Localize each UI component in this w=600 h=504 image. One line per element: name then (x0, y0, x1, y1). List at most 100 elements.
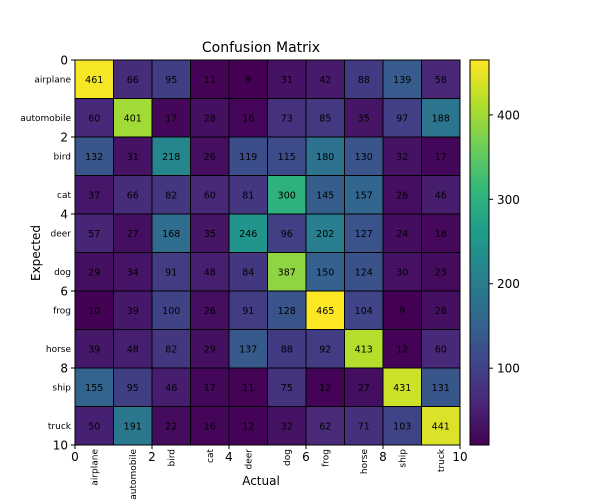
row-category-label: bird (54, 152, 71, 162)
heatmap-cell (74, 252, 114, 292)
colorbar: 100 200 300 400 (469, 59, 520, 446)
heatmap-cell (267, 213, 307, 253)
cell-value-label: 17 (165, 113, 177, 124)
cell-value-label: 30 (396, 267, 408, 278)
cell-value-label: 191 (124, 421, 142, 432)
heatmap-cell (421, 98, 461, 138)
heatmap-cell (190, 367, 230, 407)
cell-value-label: 75 (281, 383, 293, 394)
heatmap-cell (421, 290, 461, 330)
row-category-label: truck (48, 422, 72, 432)
heatmap-cell (228, 329, 268, 369)
heatmap-cell (190, 329, 230, 369)
cell-value-label: 39 (88, 344, 100, 355)
row-category-label: automobile (20, 114, 71, 124)
plot-frame (74, 59, 461, 446)
cell-value-label: 82 (165, 190, 177, 201)
heatmap-cell (382, 213, 422, 253)
column-category-label: automobile (129, 449, 139, 500)
y-axis-label: Expected (29, 225, 43, 281)
cell-value-label: 28 (435, 306, 447, 317)
cell-value-label: 12 (319, 383, 331, 394)
row-category-label: deer (51, 229, 72, 239)
heatmap-cell (113, 98, 153, 138)
cell-value-label: 31 (281, 75, 293, 86)
column-category-label: horse (360, 449, 370, 475)
heatmap-cell (228, 367, 268, 407)
cell-value-label: 168 (162, 229, 180, 240)
heatmap-cell (344, 213, 384, 253)
cell-value-label: 84 (242, 267, 254, 278)
y-tick-label: 4 (60, 208, 68, 222)
column-category-labels: airplane automobile bird cat deer dog frog hors… (90, 448, 447, 500)
cell-value-label: 18 (435, 229, 447, 240)
x-tick-label: 4 (225, 450, 233, 464)
cell-value-label: 26 (396, 190, 408, 201)
cell-value-label: 32 (396, 152, 408, 163)
column-category-label: frog (321, 449, 331, 467)
heatmap-cell (267, 59, 307, 99)
cell-value-label: 91 (165, 267, 177, 278)
x-axis-label: Actual (242, 474, 280, 488)
cell-value-label: 35 (358, 113, 370, 124)
heatmap-cell (113, 329, 153, 369)
heatmap-cell (74, 406, 114, 446)
heatmap-cell (151, 136, 191, 176)
heatmap-cell (305, 175, 345, 215)
cell-value-label: 12 (242, 421, 254, 432)
cell-value-label: 32 (281, 421, 293, 432)
cell-value-label: 31 (127, 152, 139, 163)
cell-value-label: 46 (435, 190, 447, 201)
cell-value-label: 96 (281, 229, 293, 240)
row-category-label: airplane (34, 75, 71, 85)
heatmap-cell (382, 98, 422, 138)
colorbar-tick-label: 400 (497, 108, 520, 122)
cell-value-label: 71 (358, 421, 370, 432)
cell-value-label: 73 (281, 113, 293, 124)
column-category-label: ship (398, 449, 408, 468)
cell-value-label: 10 (88, 306, 100, 317)
cell-value-label: 95 (165, 75, 177, 86)
cell-value-label: 11 (204, 75, 216, 86)
heatmap-axes: 0 2 4 6 8 100246810airplaneautomobilebirdcatd… (20, 54, 467, 500)
heatmap-cell (151, 252, 191, 292)
cell-value-label: 16 (204, 421, 216, 432)
cell-value-label: 27 (358, 383, 370, 394)
heatmap-cell (228, 213, 268, 253)
y-tick-label: 10 (53, 439, 68, 453)
cell-value-label: 127 (355, 229, 373, 240)
cell-value-label: 137 (239, 344, 257, 355)
cell-value-label: 82 (165, 344, 177, 355)
heatmap-cell (305, 213, 345, 253)
cell-value-label: 188 (432, 113, 450, 124)
heatmap-cell (267, 175, 307, 215)
heatmap-cell (344, 367, 384, 407)
heatmap-cell (382, 136, 422, 176)
cell-value-label: 39 (127, 306, 139, 317)
cell-value-label: 401 (124, 113, 142, 124)
cell-value-label: 128 (278, 306, 296, 317)
cell-value-label: 34 (127, 267, 139, 278)
x-tick-label: 10 (452, 450, 467, 464)
cell-value-label: 58 (435, 75, 447, 86)
heatmap-cell (113, 367, 153, 407)
heatmap-cell (190, 252, 230, 292)
cell-value-label: 9 (399, 306, 405, 317)
heatmap-cell (190, 98, 230, 138)
cell-value-label: 115 (278, 152, 296, 163)
column-category-label: deer (244, 449, 254, 470)
cell-value-label: 81 (242, 190, 254, 201)
heatmap-cell (305, 329, 345, 369)
colorbar-tick-label: 300 (497, 193, 520, 207)
cell-value-label: 60 (88, 113, 100, 124)
colorbar-gradient (469, 59, 490, 446)
heatmap-cell (305, 367, 345, 407)
colorbar-tick-label: 100 (497, 362, 520, 376)
cell-value-label: 24 (396, 229, 408, 240)
heatmap-cell (344, 98, 384, 138)
row-category-label: dog (54, 268, 71, 278)
cell-value-label: 97 (396, 113, 408, 124)
cell-value-label: 465 (316, 306, 334, 317)
